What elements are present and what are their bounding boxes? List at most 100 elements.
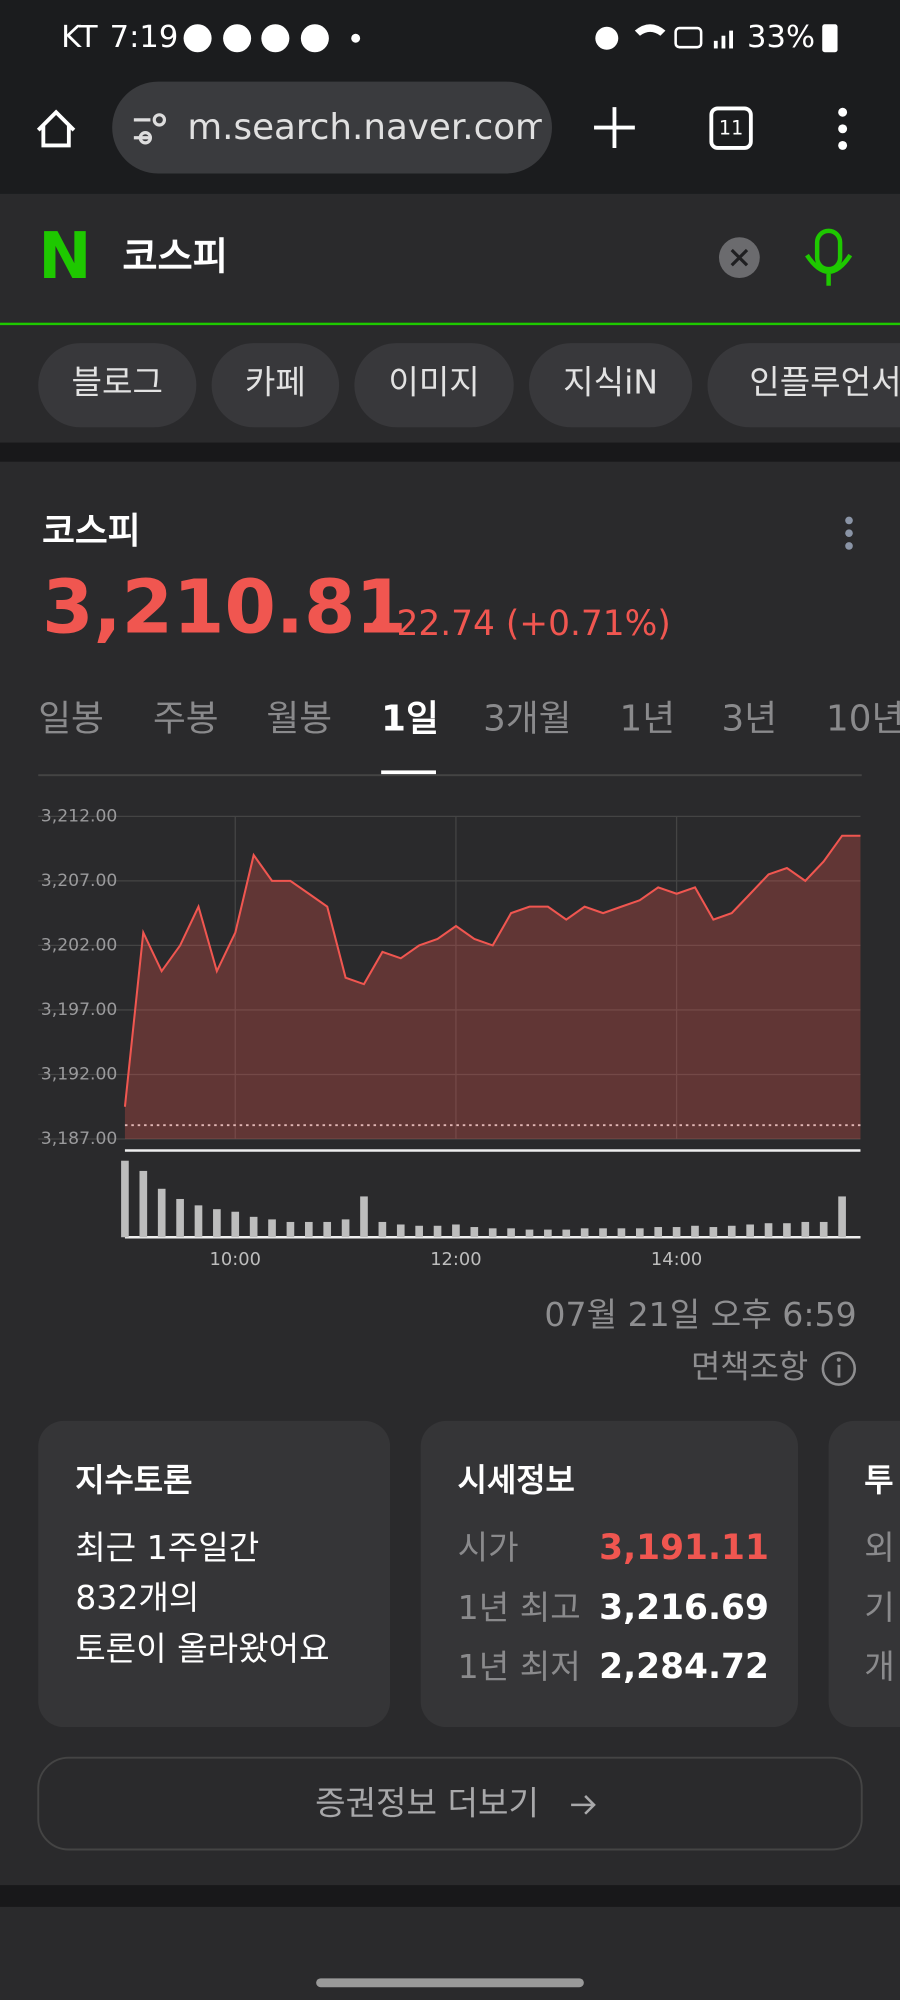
volume-bar [599, 1228, 607, 1238]
divider [0, 1885, 900, 1907]
notification-icons [183, 24, 361, 53]
menu-button[interactable] [838, 107, 848, 150]
volume-bar [654, 1227, 663, 1238]
timestamp: 07월 21일 오후 6:59 [544, 1295, 856, 1334]
volume-bar [360, 1196, 368, 1238]
tabs-button[interactable] [709, 106, 753, 150]
volume-bar [691, 1225, 699, 1238]
home-indicator [316, 1978, 584, 1988]
area-fill [124, 835, 861, 1140]
period-tab[interactable]: 1년 [620, 699, 676, 740]
clear-icon [730, 248, 749, 267]
site-info-icon[interactable] [133, 113, 167, 145]
investor-card[interactable] [828, 1420, 900, 1728]
quote-card[interactable] [420, 1420, 799, 1728]
x-tick-label: 12:00 [430, 1249, 481, 1270]
investor-line: 외 [864, 1528, 894, 1567]
tab-count: 11 [719, 116, 743, 139]
chart: 3,187.00 3,192.00 3,197.00 3,202.00 3,207.00… [38, 806, 861, 1270]
volume-bar [470, 1227, 479, 1238]
battery-level: 33% [747, 20, 815, 55]
stock-name: 코스피 [42, 511, 140, 552]
volume-bar [415, 1225, 423, 1238]
volume-bar [452, 1224, 460, 1238]
quote-label: 1년 최저 [458, 1647, 581, 1686]
tab-pill[interactable] [707, 343, 900, 428]
stock-change: 22.74 (+0.71%) [396, 603, 670, 643]
url-clip: m.search.naver.com/ [187, 107, 541, 148]
period-tab[interactable]: 일봉 [38, 699, 104, 740]
volume-bar [231, 1211, 240, 1238]
tab-pill[interactable] [38, 343, 197, 428]
period-tab[interactable]: 월봉 [266, 699, 332, 740]
stock-price: 3,210.81 [42, 565, 407, 651]
period-tab[interactable]: 주봉 [153, 699, 219, 740]
investor-line: 기 [864, 1588, 894, 1627]
period-tab[interactable]: 3년 [722, 699, 778, 740]
period-separator [38, 774, 862, 777]
discussion-card[interactable] [38, 1420, 391, 1728]
volume-bar [121, 1160, 129, 1238]
volume-bar [341, 1219, 350, 1238]
period-tabs: 일봉 주봉 월봉 1일 3개월 1년 3년 10년 [38, 699, 900, 775]
y-tick-label: 3,212.00 [41, 806, 118, 826]
volume-bar [635, 1228, 644, 1238]
volume-bar [838, 1196, 846, 1238]
volume-bar [268, 1219, 276, 1238]
quote-value: 3,191.11 [599, 1528, 769, 1568]
search-query[interactable]: 코스피 [122, 234, 228, 279]
volume-bar [617, 1228, 626, 1238]
quote-label: 시가 [458, 1528, 519, 1567]
url-bar[interactable] [112, 81, 552, 174]
tab-label: 인플루언서 [749, 362, 900, 401]
disclaimer[interactable]: 면책조항 [691, 1348, 808, 1386]
more-options[interactable] [845, 516, 853, 550]
tab-pill[interactable] [354, 343, 514, 428]
info-icon[interactable] [821, 1351, 857, 1386]
volume-bar [488, 1228, 497, 1238]
volume-bar [746, 1224, 754, 1238]
naver-logo[interactable]: N [38, 220, 91, 294]
y-tick-label: 3,207.00 [41, 871, 118, 891]
more-button[interactable] [37, 1756, 863, 1851]
volume-bar [562, 1229, 571, 1238]
voice-button[interactable] [805, 228, 853, 286]
search-underline [0, 322, 900, 326]
home-button[interactable] [36, 109, 76, 148]
more-button-label: 증권정보 더보기 [315, 1783, 539, 1822]
up-arrow [369, 614, 388, 627]
system-icons [595, 24, 838, 53]
volume-bar [544, 1229, 552, 1238]
volume-bar [194, 1205, 203, 1238]
carrier: KT [61, 20, 98, 55]
tab-row: 블로그 카페 이미지 지식iN 인플루언서 [38, 343, 900, 428]
period-tab[interactable]: 10년 [826, 699, 900, 740]
y-tick-label: 3,197.00 [41, 1000, 118, 1020]
volume-bar [672, 1227, 681, 1238]
tab-label: 카페 [245, 362, 306, 401]
volume-bar [433, 1225, 442, 1238]
change-value: 22.74 [396, 603, 494, 643]
volume-bar [819, 1221, 828, 1238]
tab-label: 이미지 [388, 362, 479, 401]
tab-label: 블로그 [72, 362, 163, 401]
period-tab[interactable]: 3개월 [483, 699, 571, 740]
card-title: 시세정보 [458, 1461, 575, 1499]
volume-bar [157, 1188, 166, 1238]
quote-value: 3,216.69 [599, 1588, 769, 1628]
volume-bar [176, 1198, 184, 1238]
new-tab-button[interactable] [594, 107, 635, 148]
tab-pill[interactable] [529, 343, 693, 428]
volume-bar [507, 1228, 515, 1238]
tab-pill[interactable] [211, 343, 340, 428]
more-arrow [571, 1795, 596, 1815]
period-tab[interactable]: 1일 [381, 699, 439, 740]
volume-bar [249, 1216, 258, 1238]
volume-bar [286, 1221, 295, 1238]
y-tick-label: 3,192.00 [41, 1064, 118, 1084]
volume-bar [213, 1209, 221, 1238]
divider [0, 442, 900, 462]
